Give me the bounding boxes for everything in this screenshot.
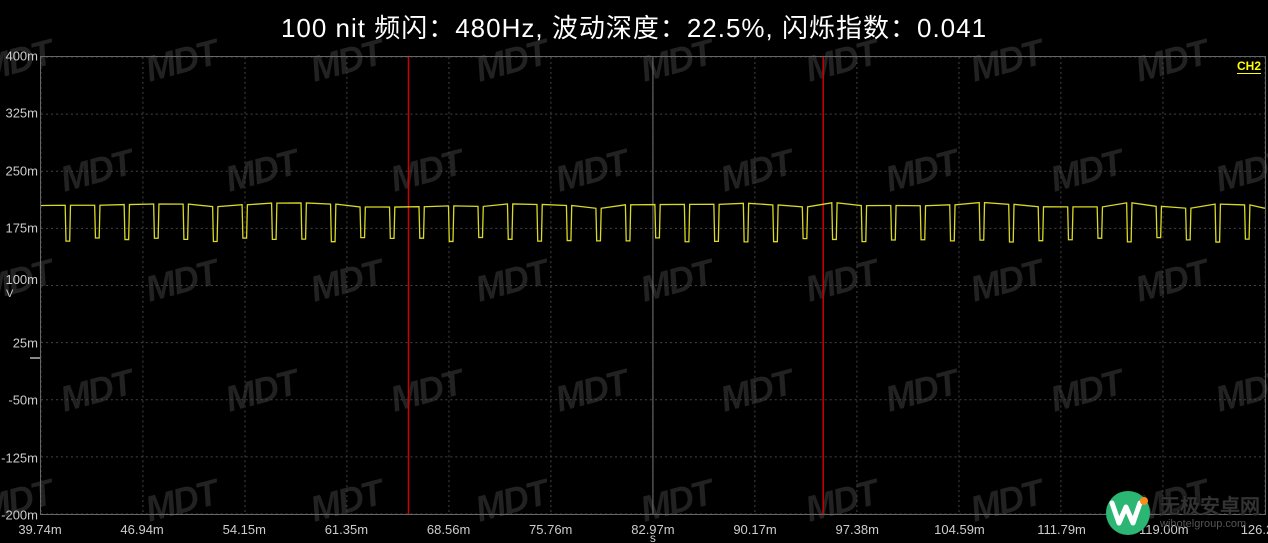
x-tick-label: 104.59m	[934, 522, 985, 537]
y-tick-label: -200m	[0, 508, 38, 523]
site-attribution: 无极安卓网 wjhotelgroup.com	[1104, 489, 1260, 537]
y-tick-label: -125m	[0, 450, 38, 465]
site-name-en: wjhotelgroup.com	[1160, 518, 1260, 530]
plot-area: CH2	[40, 56, 1266, 515]
y-tick-label: 175m	[0, 221, 38, 236]
y-tick-label: 325m	[0, 106, 38, 121]
x-tick-label: 54.15m	[223, 522, 266, 537]
y-tick-label: 400m	[0, 49, 38, 64]
oscilloscope-svg	[41, 57, 1265, 514]
y-axis-marker	[30, 357, 40, 359]
x-tick-label: 90.17m	[733, 522, 776, 537]
y-tick-label: 100mV	[0, 272, 38, 300]
x-tick-label: 61.35m	[325, 522, 368, 537]
x-tick-label: 39.74m	[18, 522, 61, 537]
x-tick-label: 68.56m	[427, 522, 470, 537]
y-tick-label: 250m	[0, 163, 38, 178]
y-tick-label: 25m	[0, 335, 38, 350]
site-logo-icon	[1104, 489, 1152, 537]
site-name-cn: 无极安卓网	[1160, 496, 1260, 518]
x-axis-unit: s	[650, 531, 656, 543]
x-tick-label: 75.76m	[529, 522, 572, 537]
x-tick-label: 111.79m	[1037, 522, 1086, 537]
y-tick-label: -50m	[0, 393, 38, 408]
channel-label: CH2	[1237, 59, 1261, 74]
x-tick-label: 46.94m	[120, 522, 163, 537]
chart-title: 100 nit 频闪：480Hz, 波动深度：22.5%, 闪烁指数：0.041	[0, 8, 1268, 45]
x-tick-label: 97.38m	[836, 522, 879, 537]
